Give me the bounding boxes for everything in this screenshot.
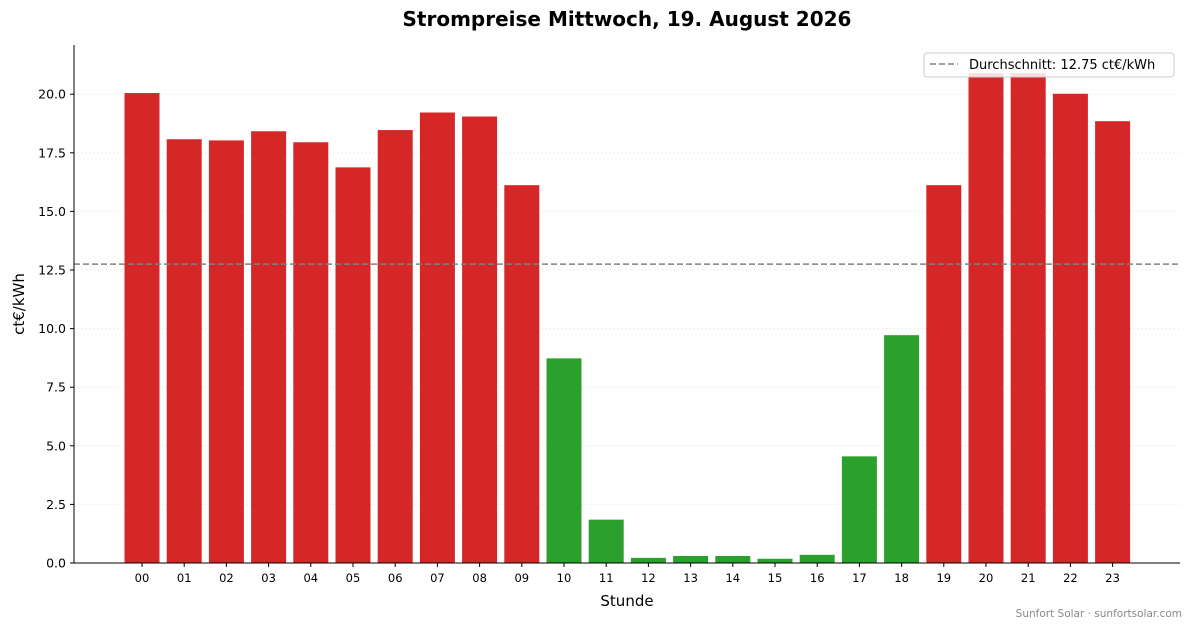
bar-08 [462,116,498,564]
x-ticks: 00 01 02 03 04 05 06 07 08 09 10 11 12 13 14 15 16 17 18 19… [135,563,1120,585]
y-tick-label: 12.5 [38,263,66,278]
bar-11 [588,519,624,563]
bar-17 [841,456,877,563]
legend-box [923,52,1175,78]
bar-14 [715,555,751,563]
x-tick-label: 15 [768,571,783,585]
x-tick-label: 20 [979,571,994,585]
bar-16 [799,554,835,563]
bar-20 [968,73,1004,563]
footer-credit: Sunfort Solar · sunfortsolar.com [1016,608,1182,620]
x-tick-label: 05 [346,571,361,585]
bar-04 [293,142,329,564]
bar-23 [1095,121,1131,564]
x-tick-label: 13 [683,571,698,585]
x-tick-label: 16 [810,571,825,585]
y-tick-label: 17.5 [38,145,66,160]
x-tick-label: 09 [514,571,529,585]
bar-19 [926,185,962,563]
x-tick-label: 03 [261,571,276,585]
x-tick-label: 22 [1063,571,1078,585]
legend-label: Durchschnitt: 12.75 ct€/kWh [969,58,1155,73]
bar-05 [335,167,371,563]
x-tick-label: 21 [1021,571,1036,585]
bar-07 [419,112,455,563]
x-tick-label: 17 [852,571,867,585]
bar-01 [166,139,202,564]
x-tick-label: 14 [725,571,740,585]
x-tick-label: 18 [894,571,909,585]
y-ticks: 0.0 2.5 5.0 7.5 10.0 12.5 15.0 17.5 20.0 [38,87,74,571]
y-axis-label: ct€/kWh [10,273,28,335]
bars-group [124,73,1131,564]
bar-13 [673,555,709,563]
y-tick-label: 0.0 [46,556,66,571]
x-tick-label: 06 [388,571,403,585]
y-tick-label: 15.0 [38,204,66,219]
bar-02 [208,140,244,564]
x-tick-label: 04 [303,571,318,585]
chart-title: Strompreise Mittwoch, 19. August 2026 [403,7,852,31]
legend: Durchschnitt: 12.75 ct€/kWh [923,52,1175,78]
bar-09 [504,185,540,563]
bar-00 [124,93,160,563]
bar-21 [1010,73,1046,563]
x-tick-label: 02 [219,571,234,585]
x-tick-label: 00 [135,571,150,585]
bar-22 [1052,93,1088,564]
y-tick-label: 2.5 [46,497,66,512]
x-tick-label: 11 [599,571,614,585]
x-tick-label: 01 [177,571,192,585]
bar-03 [251,131,287,564]
y-tick-label: 5.0 [46,438,66,453]
x-tick-label: 23 [1105,571,1120,585]
bar-18 [884,335,920,563]
x-axis-label: Stunde [600,592,653,610]
y-tick-label: 20.0 [38,87,66,102]
bar-15 [757,558,793,563]
x-tick-label: 10 [557,571,572,585]
bar-12 [630,557,666,563]
bar-06 [377,130,413,563]
x-tick-label: 08 [472,571,487,585]
x-tick-label: 19 [936,571,951,585]
y-tick-label: 10.0 [38,321,66,336]
x-tick-label: 12 [641,571,656,585]
y-tick-label: 7.5 [46,380,66,395]
bar-10 [546,358,582,563]
x-tick-label: 07 [430,571,445,585]
